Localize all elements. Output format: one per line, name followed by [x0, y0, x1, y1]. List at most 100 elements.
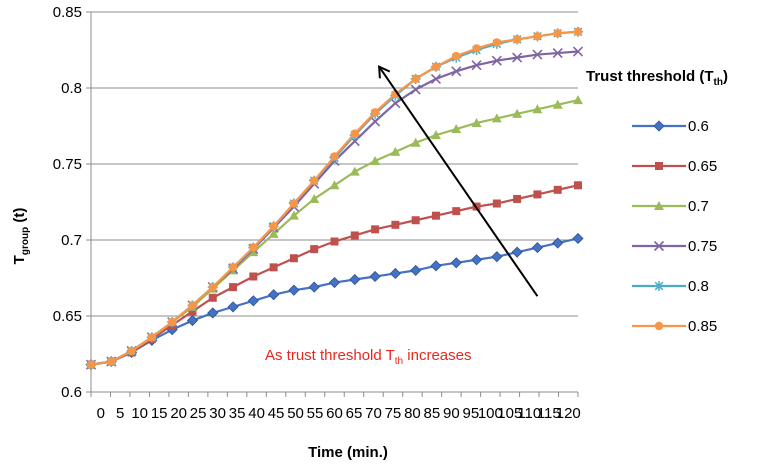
series-0.6 [85, 232, 584, 371]
data-point [452, 51, 461, 61]
data-point [329, 180, 340, 190]
series-0.8 [86, 26, 583, 370]
legend-item: 0.75 [632, 238, 717, 255]
series-0.75 [85, 46, 584, 370]
y-tick-label: 0.7 [61, 232, 82, 249]
legend-item: 0.85 [632, 318, 717, 335]
data-point [512, 35, 522, 44]
legend-item: 0.7 [632, 198, 709, 215]
data-point [86, 360, 96, 369]
y-tick-label: 0.75 [53, 156, 82, 173]
legend-label: 0.7 [688, 198, 709, 215]
x-tick-label: 60 [326, 405, 343, 422]
legend-swatch-marker [653, 240, 665, 252]
data-point [371, 225, 380, 234]
x-tick-label: 20 [170, 405, 187, 422]
x-tick-label: 45 [268, 405, 285, 422]
series-0.65 [87, 181, 582, 369]
data-point [410, 84, 421, 95]
legend-label: 0.65 [688, 158, 717, 175]
data-point [370, 108, 380, 117]
annotation-main: As trust threshold T [265, 347, 395, 364]
legend-item: 0.65 [632, 158, 717, 175]
data-point [492, 199, 501, 208]
y-tick-label: 0.8 [61, 80, 82, 97]
x-tick-label: 70 [365, 405, 382, 422]
x-tick-label: 35 [229, 405, 246, 422]
data-point [167, 317, 177, 327]
legend-swatch-marker [653, 120, 665, 132]
data-point [574, 181, 582, 190]
data-point [269, 263, 278, 272]
y-tick-label: 0.85 [53, 4, 82, 21]
series-line [90, 30, 579, 366]
data-point [309, 193, 320, 203]
series-line [90, 50, 579, 366]
legend: 0.6 0.65 0.7 0.75 0.8 0.85 [632, 118, 717, 335]
x-tick-label: 110 [517, 405, 541, 422]
data-point [208, 282, 217, 292]
y-axis-title: Tgroup (t) [11, 208, 31, 265]
data-point [127, 346, 136, 356]
y-axis-title-main: T [11, 255, 28, 264]
x-tick-label: 65 [346, 405, 363, 422]
data-point [288, 284, 300, 296]
legend-label: 0.85 [688, 318, 717, 335]
x-tick-label: 115 [537, 405, 561, 422]
x-tick-label: 15 [151, 405, 168, 422]
legend-swatch-marker [654, 201, 664, 210]
data-point [552, 47, 563, 59]
data-point [573, 27, 583, 36]
data-point [552, 99, 563, 109]
data-point [411, 216, 420, 225]
data-point [470, 254, 483, 266]
data-point [430, 260, 442, 272]
data-point [310, 176, 319, 185]
x-tick-label: 105 [497, 405, 522, 422]
data-point [369, 270, 381, 283]
x-tick-label: 120 [556, 405, 581, 422]
x-tick-label: 100 [478, 405, 503, 422]
data-point [208, 293, 217, 302]
legend-swatch-marker [655, 162, 663, 170]
data-point [531, 242, 543, 254]
data-point [349, 273, 361, 286]
series-line [90, 30, 579, 366]
data-point [552, 237, 564, 249]
legend-item: 0.6 [632, 118, 709, 135]
data-point [553, 185, 562, 194]
data-point [349, 166, 360, 176]
data-point [491, 55, 502, 66]
data-point [532, 104, 543, 114]
data-point [330, 152, 339, 161]
data-point [268, 228, 279, 238]
legend-label: 0.6 [688, 118, 709, 135]
data-point [492, 38, 502, 47]
x-tick-label: 50 [287, 405, 304, 422]
x-tick-label: 30 [209, 405, 226, 422]
data-point [389, 267, 401, 280]
data-point [289, 254, 298, 263]
data-point [471, 117, 482, 127]
data-point [533, 32, 542, 41]
data-point [410, 137, 421, 147]
data-point [249, 243, 258, 252]
data-point [532, 49, 543, 60]
x-tick-label: 5 [116, 405, 124, 422]
data-point [370, 155, 381, 165]
x-tick-label: 55 [307, 405, 324, 422]
data-point [451, 124, 462, 134]
data-point [269, 222, 278, 231]
legend-item: 0.8 [632, 278, 709, 295]
data-point [471, 60, 482, 71]
x-axis-title: Time (min.) [308, 444, 388, 461]
data-point [513, 194, 522, 203]
trend-arrow [378, 65, 539, 297]
data-point [186, 314, 199, 327]
data-point [491, 113, 502, 123]
data-point [228, 263, 238, 272]
data-point [188, 301, 197, 310]
data-point [391, 220, 400, 229]
series-0.85 [86, 27, 583, 369]
data-point [430, 73, 442, 84]
